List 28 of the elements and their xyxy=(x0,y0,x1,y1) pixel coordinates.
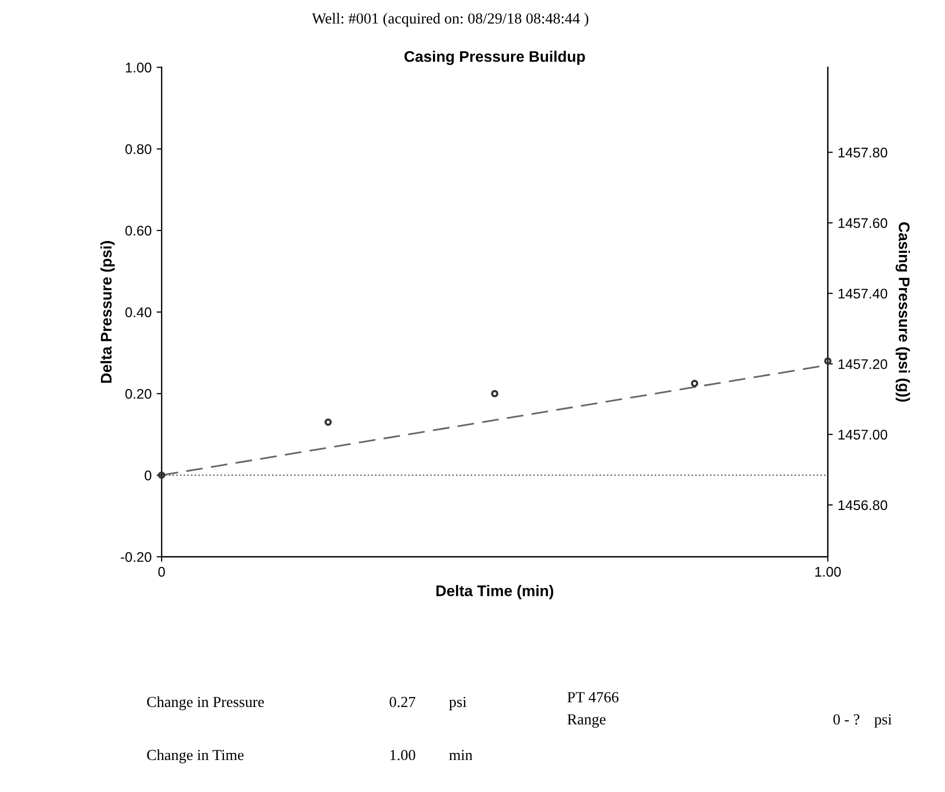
y-tick-label: 0.60 xyxy=(125,226,152,236)
y-tick-label: 0 xyxy=(144,470,152,480)
text: 1.00 xyxy=(390,750,416,760)
text: Change in Time xyxy=(147,749,244,764)
x-axis-title: Delta Time (min) xyxy=(436,585,554,600)
y2-axis-title: Casing Pressure (psi (g)) xyxy=(896,222,910,402)
text: PT 4766 xyxy=(567,692,618,702)
text: psi xyxy=(449,696,466,710)
text: Change in Pressure xyxy=(147,696,264,710)
y2-tick-label: 1456.80 xyxy=(838,500,888,510)
text: 0 - ? xyxy=(833,714,860,725)
y2-tick-label: 1457.40 xyxy=(838,288,888,299)
y2-tick-label: 1457.20 xyxy=(838,359,888,370)
text: min xyxy=(449,750,472,760)
chart-subtitle: Well: #001 (acquired on: 08/29/18 08:48:44 ) xyxy=(312,12,588,27)
y2-tick-label: 1457.60 xyxy=(838,218,888,228)
chart-title: Casing Pressure Buildup xyxy=(404,50,585,65)
y2-tick-label: 1457.80 xyxy=(838,148,888,158)
y-tick-label: -0.20 xyxy=(120,552,152,562)
y-axis-title: Delta Pressure (psi) xyxy=(100,241,115,383)
y-tick-label: 0.40 xyxy=(125,307,152,318)
text: 0.27 xyxy=(390,696,416,708)
y-tick-label: 1.00 xyxy=(126,62,152,72)
text: psi xyxy=(874,714,892,728)
y-tick-label: 0.20 xyxy=(125,388,152,399)
y2-tick-label: 1457.00 xyxy=(838,430,888,440)
text: Range xyxy=(567,714,606,728)
y-tick-label: 0.80 xyxy=(125,144,152,154)
